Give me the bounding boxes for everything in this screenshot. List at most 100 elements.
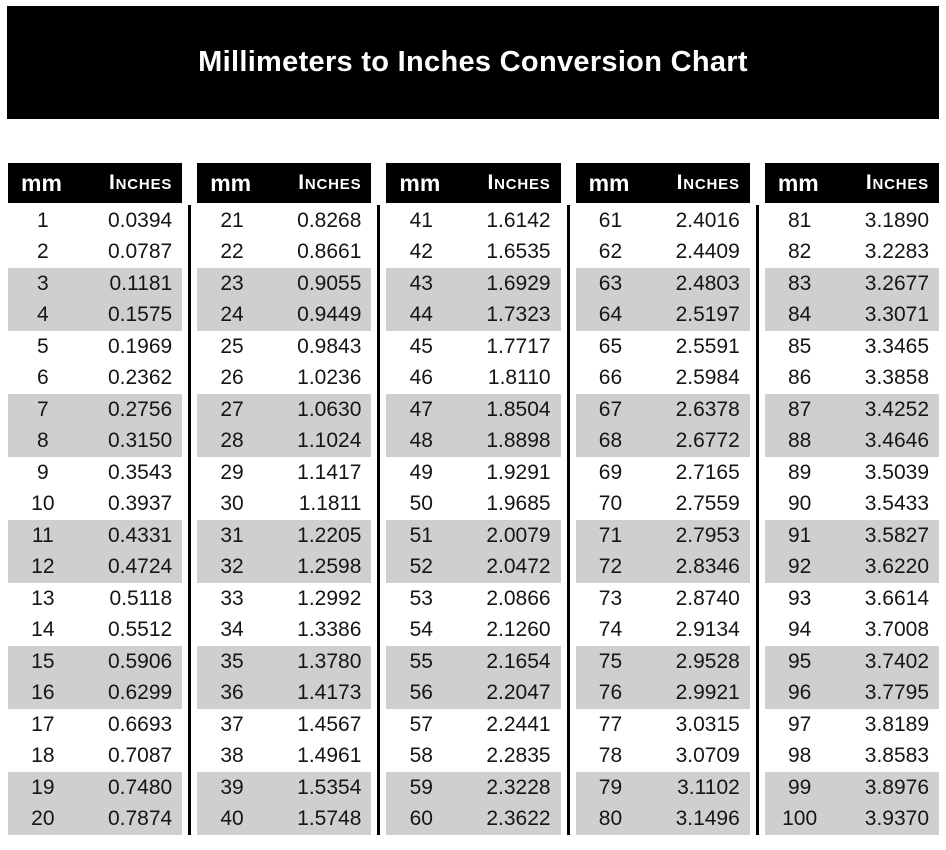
inches-value: 1.6535 <box>486 240 551 264</box>
table-row: 89 3.5039 <box>765 457 939 489</box>
inches-value: 0.3150 <box>107 429 173 453</box>
inches-value: 1.4961 <box>297 744 362 768</box>
inches-value: 3.6220 <box>864 555 929 579</box>
table-divider <box>377 205 381 835</box>
table-row: 78 3.0709 <box>576 741 750 773</box>
inches-value: 2.4409 <box>675 240 740 264</box>
inches-value: 3.5827 <box>864 523 929 547</box>
inches-value: 3.2283 <box>864 240 929 264</box>
table-divider <box>566 205 570 835</box>
table-row: 50 1.9685 <box>386 489 560 521</box>
mm-value: 15 <box>31 649 55 673</box>
inches-value: 2.0079 <box>486 523 551 547</box>
inches-value: 0.7874 <box>107 807 173 831</box>
mm-value: 66 <box>598 366 623 390</box>
inches-column-header: Inches <box>676 171 740 194</box>
inches-value: 3.8189 <box>864 712 929 736</box>
inches-value: 1.4567 <box>297 712 362 736</box>
table-row: 19 0.7480 <box>8 772 183 804</box>
table-row: 9 0.3543 <box>8 457 182 489</box>
table-row: 29 1.1417 <box>197 457 371 489</box>
mm-value: 91 <box>787 523 812 547</box>
mm-column-header: mm <box>588 169 630 196</box>
mm-value: 90 <box>787 492 812 516</box>
mm-value: 8 <box>36 429 49 453</box>
mm-value: 65 <box>598 334 623 358</box>
table-row: 57 2.2441 <box>386 709 560 741</box>
table-row: 30 1.1811 <box>197 489 371 521</box>
table-row: 63 2.4803 <box>575 268 750 300</box>
mm-value: 30 <box>220 492 244 516</box>
table-row: 51 2.0079 <box>386 520 561 552</box>
mm-value: 61 <box>598 208 623 232</box>
inches-value: 2.7559 <box>675 492 740 516</box>
inches-value: 3.2677 <box>864 271 929 295</box>
inches-value: 1.3386 <box>297 618 362 642</box>
mm-value: 59 <box>409 775 433 799</box>
inches-value: 2.5197 <box>675 303 740 327</box>
table-row: 53 2.0866 <box>386 583 560 615</box>
mm-value: 16 <box>31 681 55 705</box>
inches-value: 2.1260 <box>486 618 551 642</box>
table-row: 81 3.1890 <box>765 205 939 237</box>
table-row: 48 1.8898 <box>386 425 561 457</box>
table-row: 20 0.7874 <box>8 803 183 835</box>
mm-value: 85 <box>787 334 812 358</box>
inches-value: 0.8661 <box>297 240 362 264</box>
table-row: 85 3.3465 <box>765 331 939 363</box>
mm-column-header: mm <box>210 169 252 196</box>
mm-value: 21 <box>220 208 244 232</box>
mm-value: 76 <box>598 681 623 705</box>
table-header: mm Inches <box>197 163 372 203</box>
inches-value: 1.2205 <box>297 523 362 547</box>
mm-value: 50 <box>409 492 433 516</box>
table-row: 44 1.7323 <box>386 299 561 331</box>
table-row: 26 1.0236 <box>197 363 371 395</box>
inches-value: 2.3622 <box>486 807 551 831</box>
mm-value: 23 <box>220 271 244 295</box>
table-row: 17 0.6693 <box>8 709 182 741</box>
inches-value: 1.9291 <box>486 460 551 484</box>
mm-value: 17 <box>31 712 55 736</box>
mm-value: 52 <box>409 555 433 579</box>
mm-value: 39 <box>220 775 244 799</box>
mm-value: 98 <box>787 744 812 768</box>
inches-value: 2.9134 <box>675 618 740 642</box>
inches-value: 2.7165 <box>675 460 740 484</box>
table-row: 61 2.4016 <box>576 205 750 237</box>
table-row: 1 0.0394 <box>8 205 182 237</box>
table-row: 76 2.9921 <box>575 677 750 709</box>
inches-value: 1.0236 <box>297 366 362 390</box>
table-row: 95 3.7402 <box>764 646 940 678</box>
mm-value: 48 <box>409 429 433 453</box>
mm-value: 94 <box>787 618 812 642</box>
mm-column-header: mm <box>399 169 441 196</box>
table-row: 96 3.7795 <box>764 677 940 709</box>
inches-value: 0.0787 <box>107 240 173 264</box>
mm-value: 55 <box>409 649 433 673</box>
table-row: 86 3.3858 <box>765 363 939 395</box>
table-row: 72 2.8346 <box>575 551 750 583</box>
table-row: 46 1.8110 <box>386 363 560 395</box>
inches-value: 2.4016 <box>675 208 740 232</box>
mm-value: 43 <box>409 271 433 295</box>
inches-value: 3.1496 <box>675 807 740 831</box>
mm-value: 56 <box>409 681 433 705</box>
table-row: 27 1.0630 <box>197 394 372 426</box>
mm-value: 13 <box>31 586 55 610</box>
mm-value: 74 <box>598 618 623 642</box>
table-row: 21 0.8268 <box>197 205 371 237</box>
mm-value: 72 <box>598 555 623 579</box>
mm-value: 68 <box>598 429 623 453</box>
mm-value: 19 <box>31 775 55 799</box>
mm-value: 33 <box>220 586 244 610</box>
mm-value: 7 <box>36 397 49 421</box>
table-row: 4 0.1575 <box>8 299 183 331</box>
table-row: 41 1.6142 <box>386 205 560 237</box>
table-row: 38 1.4961 <box>197 741 371 773</box>
inches-value: 3.4646 <box>864 429 929 453</box>
mm-value: 92 <box>787 555 812 579</box>
inches-value: 3.1102 <box>677 775 740 799</box>
conversion-table: mm Inches 61 2.4016 62 2.4409 63 2.4803 64 2.5197… <box>575 163 750 835</box>
table-row: 18 0.7087 <box>8 741 182 773</box>
